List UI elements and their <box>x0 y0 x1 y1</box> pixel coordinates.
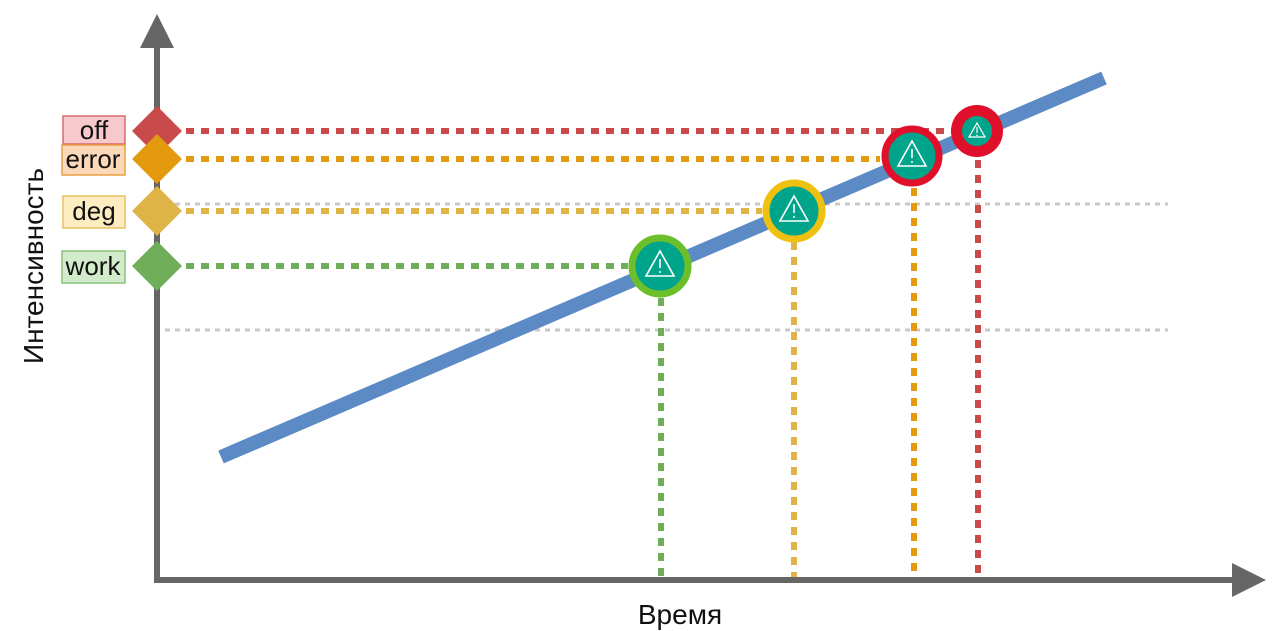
label-deg: deg <box>72 196 115 226</box>
diamond-work <box>132 241 182 291</box>
warning-icon <box>644 249 676 277</box>
diamond-error <box>132 134 182 184</box>
y-axis-arrow <box>140 14 174 48</box>
marker-deg <box>762 179 826 243</box>
warning-icon <box>778 194 810 222</box>
label-box-deg <box>62 195 126 229</box>
axes <box>140 14 1266 597</box>
label-box-error <box>61 144 126 176</box>
level-guides <box>186 128 981 580</box>
warning-icon <box>967 121 987 138</box>
marker-work <box>628 234 692 298</box>
label-box-work <box>61 250 126 284</box>
markers <box>628 105 1003 298</box>
label-work: work <box>65 251 122 281</box>
marker-off <box>951 105 1003 157</box>
diamond-deg <box>132 186 182 236</box>
label-box-off <box>62 115 126 145</box>
label-off: off <box>80 115 109 145</box>
y-axis-label: Интенсивность <box>18 168 49 364</box>
level-legend: off error deg work <box>61 106 182 291</box>
x-axis-arrow <box>1232 563 1266 597</box>
diamond-off <box>132 106 182 156</box>
warning-icon <box>896 139 928 167</box>
label-error: error <box>66 144 121 174</box>
x-axis-label: Время <box>638 599 722 630</box>
marker-error <box>881 125 943 187</box>
